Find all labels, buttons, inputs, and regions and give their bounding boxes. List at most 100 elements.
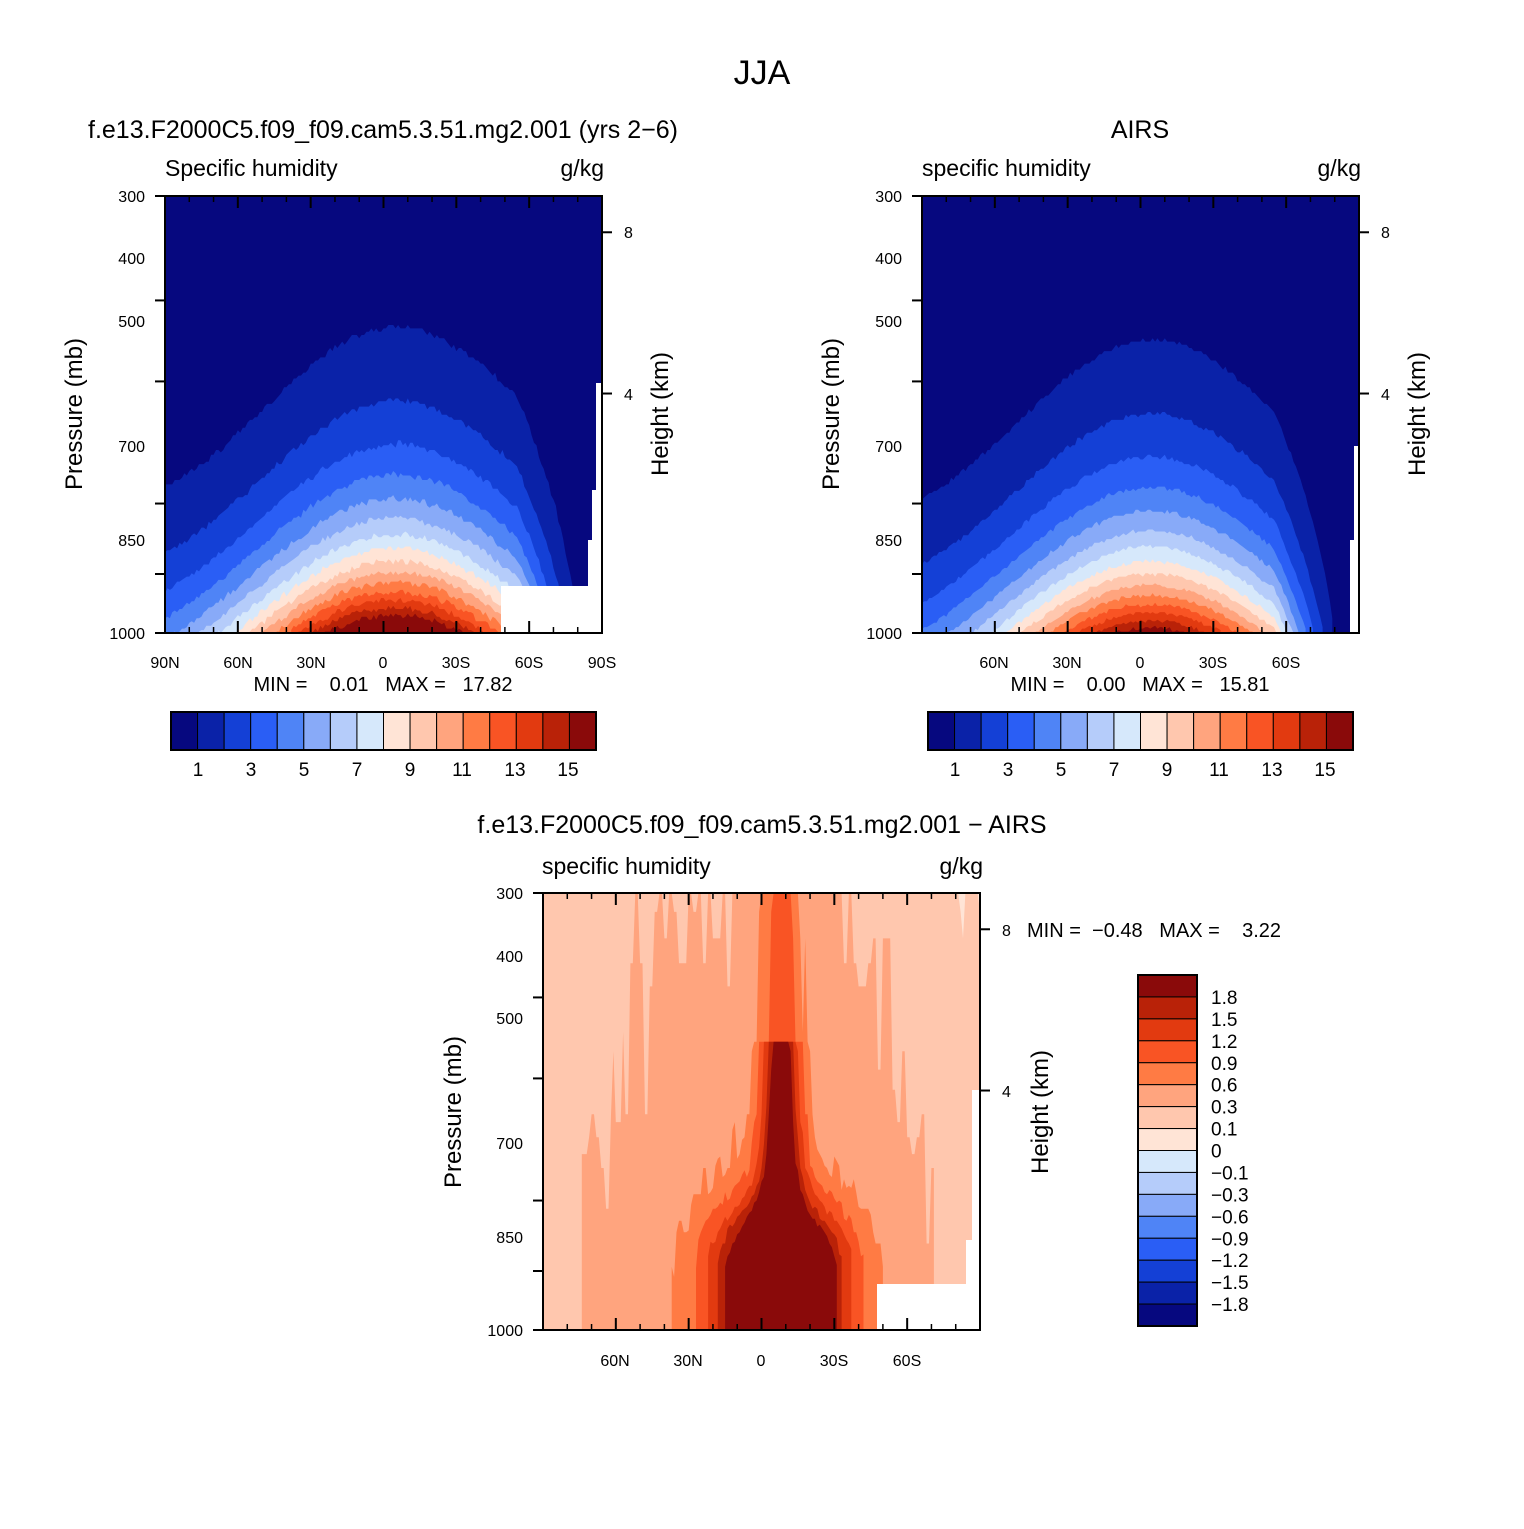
x-tick-label: 60S [515, 655, 543, 672]
panel-title: f.e13.F2000C5.f09_f09.cam5.3.51.mg2.001 … [477, 811, 1046, 839]
colorbar-swatch [276, 711, 305, 751]
colorbar-swatch [1007, 711, 1035, 751]
height-tick-label: 4 [1381, 387, 1390, 404]
colorbar-swatch [1193, 711, 1221, 751]
colorbar-label: 9 [405, 760, 416, 781]
variable-label: specific humidity [922, 155, 1091, 181]
colorbar-frame [927, 711, 1354, 751]
height-axis: 8 4 Height (km) [624, 225, 674, 476]
contour-band [1111, 625, 1185, 633]
missing-data-mask [592, 490, 602, 540]
colorbar-swatch [489, 711, 517, 751]
colorbar-label: 15 [1314, 760, 1335, 781]
contour-band [322, 613, 464, 633]
colorbar-swatch [1137, 1062, 1198, 1086]
x-tick-label: 30N [1052, 655, 1081, 672]
panel-title: f.e13.F2000C5.f09_f09.cam5.3.51.mg2.001 … [88, 116, 678, 144]
min-max-label: MIN = −0.48 MAX = 3.22 [1027, 920, 1281, 942]
x-tick-label: 60N [223, 655, 252, 672]
colorbar-swatch [1219, 711, 1248, 751]
colorbar-labels: 1 3 5 7 9 11 13 15 [193, 760, 579, 781]
x-tick-label: 0 [379, 655, 388, 672]
colorbar-frame [170, 711, 597, 751]
colorbar-label: 3 [1003, 760, 1014, 781]
y-tick-label: 300 [496, 886, 523, 903]
colorbar-swatch [1137, 1303, 1198, 1327]
colorbar-label: 0.6 [1211, 1076, 1237, 1097]
y-tick-label: 400 [118, 251, 145, 268]
colorbar-swatch [1137, 1150, 1198, 1173]
height-axis: 8 4 Height (km) [1381, 225, 1431, 476]
colorbar-swatch [1137, 1171, 1198, 1195]
colorbar-swatch [409, 711, 438, 751]
colorbar-swatch [1166, 711, 1195, 751]
colorbar-swatch [329, 711, 358, 751]
colorbar-swatch [1137, 1106, 1198, 1130]
colorbar-swatch [515, 711, 544, 751]
contour-band [1089, 619, 1209, 633]
colorbar-label: 0.9 [1211, 1054, 1237, 1075]
x-tick-label: 60N [600, 1353, 629, 1370]
axis-ticks [912, 195, 1369, 634]
colorbar-label: 13 [1261, 760, 1282, 781]
y-tick-label: 300 [875, 189, 902, 206]
x-tick-label: 60S [1272, 655, 1300, 672]
colorbar-label: −1.2 [1211, 1251, 1249, 1272]
missing-data-mask [1354, 446, 1359, 546]
height-axis: 8 4 Height (km) [1002, 923, 1054, 1174]
colorbar-swatch [1113, 711, 1141, 751]
colorbar-labels: 1 3 5 7 9 11 13 15 [950, 760, 1336, 781]
colorbar-label: 1 [193, 760, 204, 781]
units-label: g/kg [561, 155, 604, 181]
y-tick-label: 500 [875, 314, 902, 331]
missing-data-mask [588, 540, 602, 633]
colorbar-swatch [1140, 711, 1168, 751]
colorbar-label: 13 [504, 760, 525, 781]
colorbar-label: −0.6 [1211, 1207, 1249, 1228]
contour-band [725, 1041, 837, 1330]
colorbar-label: 11 [452, 760, 472, 781]
colorbar-labels: 1.81.51.20.90.60.30.10−0.1−0.3−0.6−0.9−1… [1211, 988, 1249, 1316]
height-tick-label: 8 [1002, 923, 1011, 940]
panel-title: AIRS [1111, 116, 1169, 144]
y-axis-label: Pressure (mb) [61, 338, 88, 490]
variable-label: specific humidity [542, 853, 711, 879]
colorbar-label: 0.3 [1211, 1098, 1237, 1119]
y-tick-label: 400 [875, 251, 902, 268]
colorbar-label: 1.5 [1211, 1010, 1237, 1031]
y-tick-label: 850 [118, 533, 145, 550]
colorbar-label: 9 [1162, 760, 1173, 781]
colorbar-label: 7 [352, 760, 363, 781]
x-tick-label: 60S [893, 1353, 921, 1370]
missing-data-mask [596, 383, 602, 493]
colorbar-swatch [1137, 1193, 1198, 1217]
axis-ticks [533, 892, 990, 1331]
colorbar-swatch [462, 711, 491, 751]
colorbar-swatch [1246, 711, 1274, 751]
colorbar-swatch [980, 711, 1009, 751]
x-tick-label: 60N [979, 655, 1008, 672]
colorbar [927, 711, 1354, 751]
x-tick-label: 30N [673, 1353, 702, 1370]
variable-label: Specific humidity [165, 155, 338, 181]
x-axis: 60N 30N 0 30S 60S [979, 655, 1300, 672]
figure-title: JJA [734, 54, 791, 92]
colorbar-swatch [1137, 1215, 1198, 1239]
colorbar-frame [1137, 974, 1198, 1327]
min-max-label: MIN = 0.01 MAX = 17.82 [253, 674, 512, 696]
colorbar-swatch [1299, 711, 1327, 751]
x-tick-label: 90S [588, 655, 616, 672]
y-tick-label: 700 [496, 1136, 523, 1153]
colorbar-label: 1 [950, 760, 961, 781]
y-tick-label: 500 [118, 314, 145, 331]
x-axis: 60N 30N 0 30S 60S [600, 1353, 921, 1370]
colorbar-label: −0.9 [1211, 1229, 1249, 1250]
colorbar-swatch [1137, 1128, 1198, 1152]
height-tick-label: 8 [1381, 225, 1390, 242]
panel-model: f.e13.F2000C5.f09_f09.cam5.3.51.mg2.001 … [61, 116, 678, 781]
colorbar-swatch [954, 711, 982, 751]
y-tick-label: 500 [496, 1011, 523, 1028]
x-tick-label: 30S [442, 655, 470, 672]
colorbar-swatch [436, 711, 464, 751]
units-label: g/kg [940, 853, 983, 879]
